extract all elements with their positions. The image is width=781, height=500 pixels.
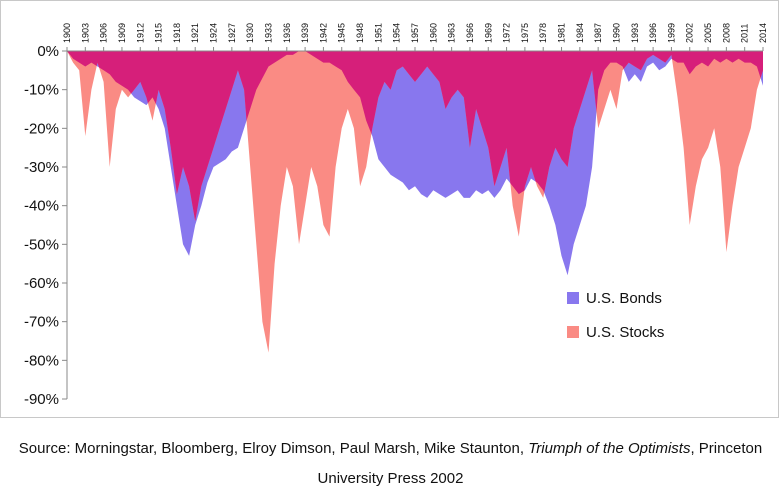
- y-tick-label: 0%: [37, 43, 59, 60]
- caption-book-title: Triumph of the Optimists: [528, 440, 691, 457]
- caption-text: Source: Morningstar, Bloomberg, Elroy Di…: [18, 440, 529, 457]
- chart-frame: 0% -10% -20% -30% -40% -50% -60% -70% -80% -90% 1…: [0, 0, 779, 418]
- x-tick-label: 2008: [721, 23, 731, 43]
- legend-swatch: [567, 326, 579, 338]
- x-tick-label: 1900: [62, 23, 72, 43]
- x-tick-label: 2005: [703, 23, 713, 43]
- x-tick-label: 1903: [80, 23, 90, 43]
- x-tick-label: 2002: [685, 23, 695, 43]
- x-tick-label: 1957: [410, 23, 420, 43]
- x-tick-label: 1921: [190, 23, 200, 43]
- axes: [62, 47, 764, 400]
- legend-label: U.S. Stocks: [586, 324, 664, 341]
- x-tick-label: 1987: [593, 23, 603, 43]
- x-tick-label: 2011: [740, 24, 750, 43]
- x-tick-label: 1930: [245, 23, 255, 43]
- x-tick-label: 1981: [557, 23, 567, 43]
- series-layer: [67, 51, 763, 353]
- x-tick-label: 1999: [666, 23, 676, 43]
- series-bonds-area: [67, 51, 763, 276]
- y-tick-labels: 0% -10% -20% -30% -40% -50% -60% -70% -80% -90%: [24, 43, 59, 408]
- y-tick-label: -60%: [24, 275, 59, 292]
- x-tick-label: 1909: [117, 23, 127, 43]
- x-tick-label: 1936: [282, 23, 292, 43]
- x-tick-label: 1990: [611, 23, 621, 43]
- x-tick-label: 1984: [575, 23, 585, 43]
- x-tick-label: 1918: [172, 23, 182, 43]
- x-tick-label: 1963: [447, 23, 457, 43]
- y-tick-label: -20%: [24, 120, 59, 137]
- x-tick-label: 1975: [520, 23, 530, 43]
- caption-publisher: , Princeton University Press 2002: [317, 440, 763, 487]
- y-tick-label: -30%: [24, 159, 59, 176]
- x-tick-label: 1972: [502, 23, 512, 43]
- x-tick-label: 1966: [465, 23, 475, 43]
- x-tick-label: 1993: [630, 23, 640, 43]
- x-tick-label: 1996: [648, 23, 658, 43]
- x-tick-label: 1978: [538, 23, 548, 43]
- x-tick-label: 1945: [337, 23, 347, 43]
- x-tick-label: 1942: [318, 23, 328, 43]
- x-tick-label: 1960: [428, 23, 438, 43]
- y-tick-label: -80%: [24, 352, 59, 369]
- x-tick-label: 1951: [373, 23, 383, 43]
- x-tick-label: 1933: [263, 23, 273, 43]
- y-tick-label: -90%: [24, 391, 59, 408]
- x-tick-label: 1912: [135, 23, 145, 43]
- x-tick-label: 1954: [392, 23, 402, 43]
- drawdown-chart: 0% -10% -20% -30% -40% -50% -60% -70% -80% -90% 1…: [24, 23, 768, 408]
- x-tick-label: 1927: [227, 23, 237, 43]
- x-tick-label: 2014: [758, 23, 768, 43]
- legend-label: U.S. Bonds: [586, 290, 662, 307]
- y-tick-label: -40%: [24, 198, 59, 215]
- x-tick-label: 1915: [154, 23, 164, 43]
- x-tick-label: 1906: [99, 23, 109, 43]
- x-tick-label: 1969: [483, 23, 493, 43]
- y-tick-label: -50%: [24, 236, 59, 253]
- legend: U.S. Bonds U.S. Stocks: [567, 290, 664, 341]
- y-tick-label: -10%: [24, 82, 59, 99]
- x-tick-label: 1924: [209, 23, 219, 43]
- legend-swatch: [567, 292, 579, 304]
- y-tick-label: -70%: [24, 314, 59, 331]
- x-tick-label: 1939: [300, 23, 310, 43]
- x-tick-label: 1948: [355, 23, 365, 43]
- x-tick-labels: 1900 1903 1906 1909 1912 1915 1918 1921 1924 1927…: [62, 23, 768, 43]
- source-caption: Source: Morningstar, Bloomberg, Elroy Di…: [0, 434, 781, 494]
